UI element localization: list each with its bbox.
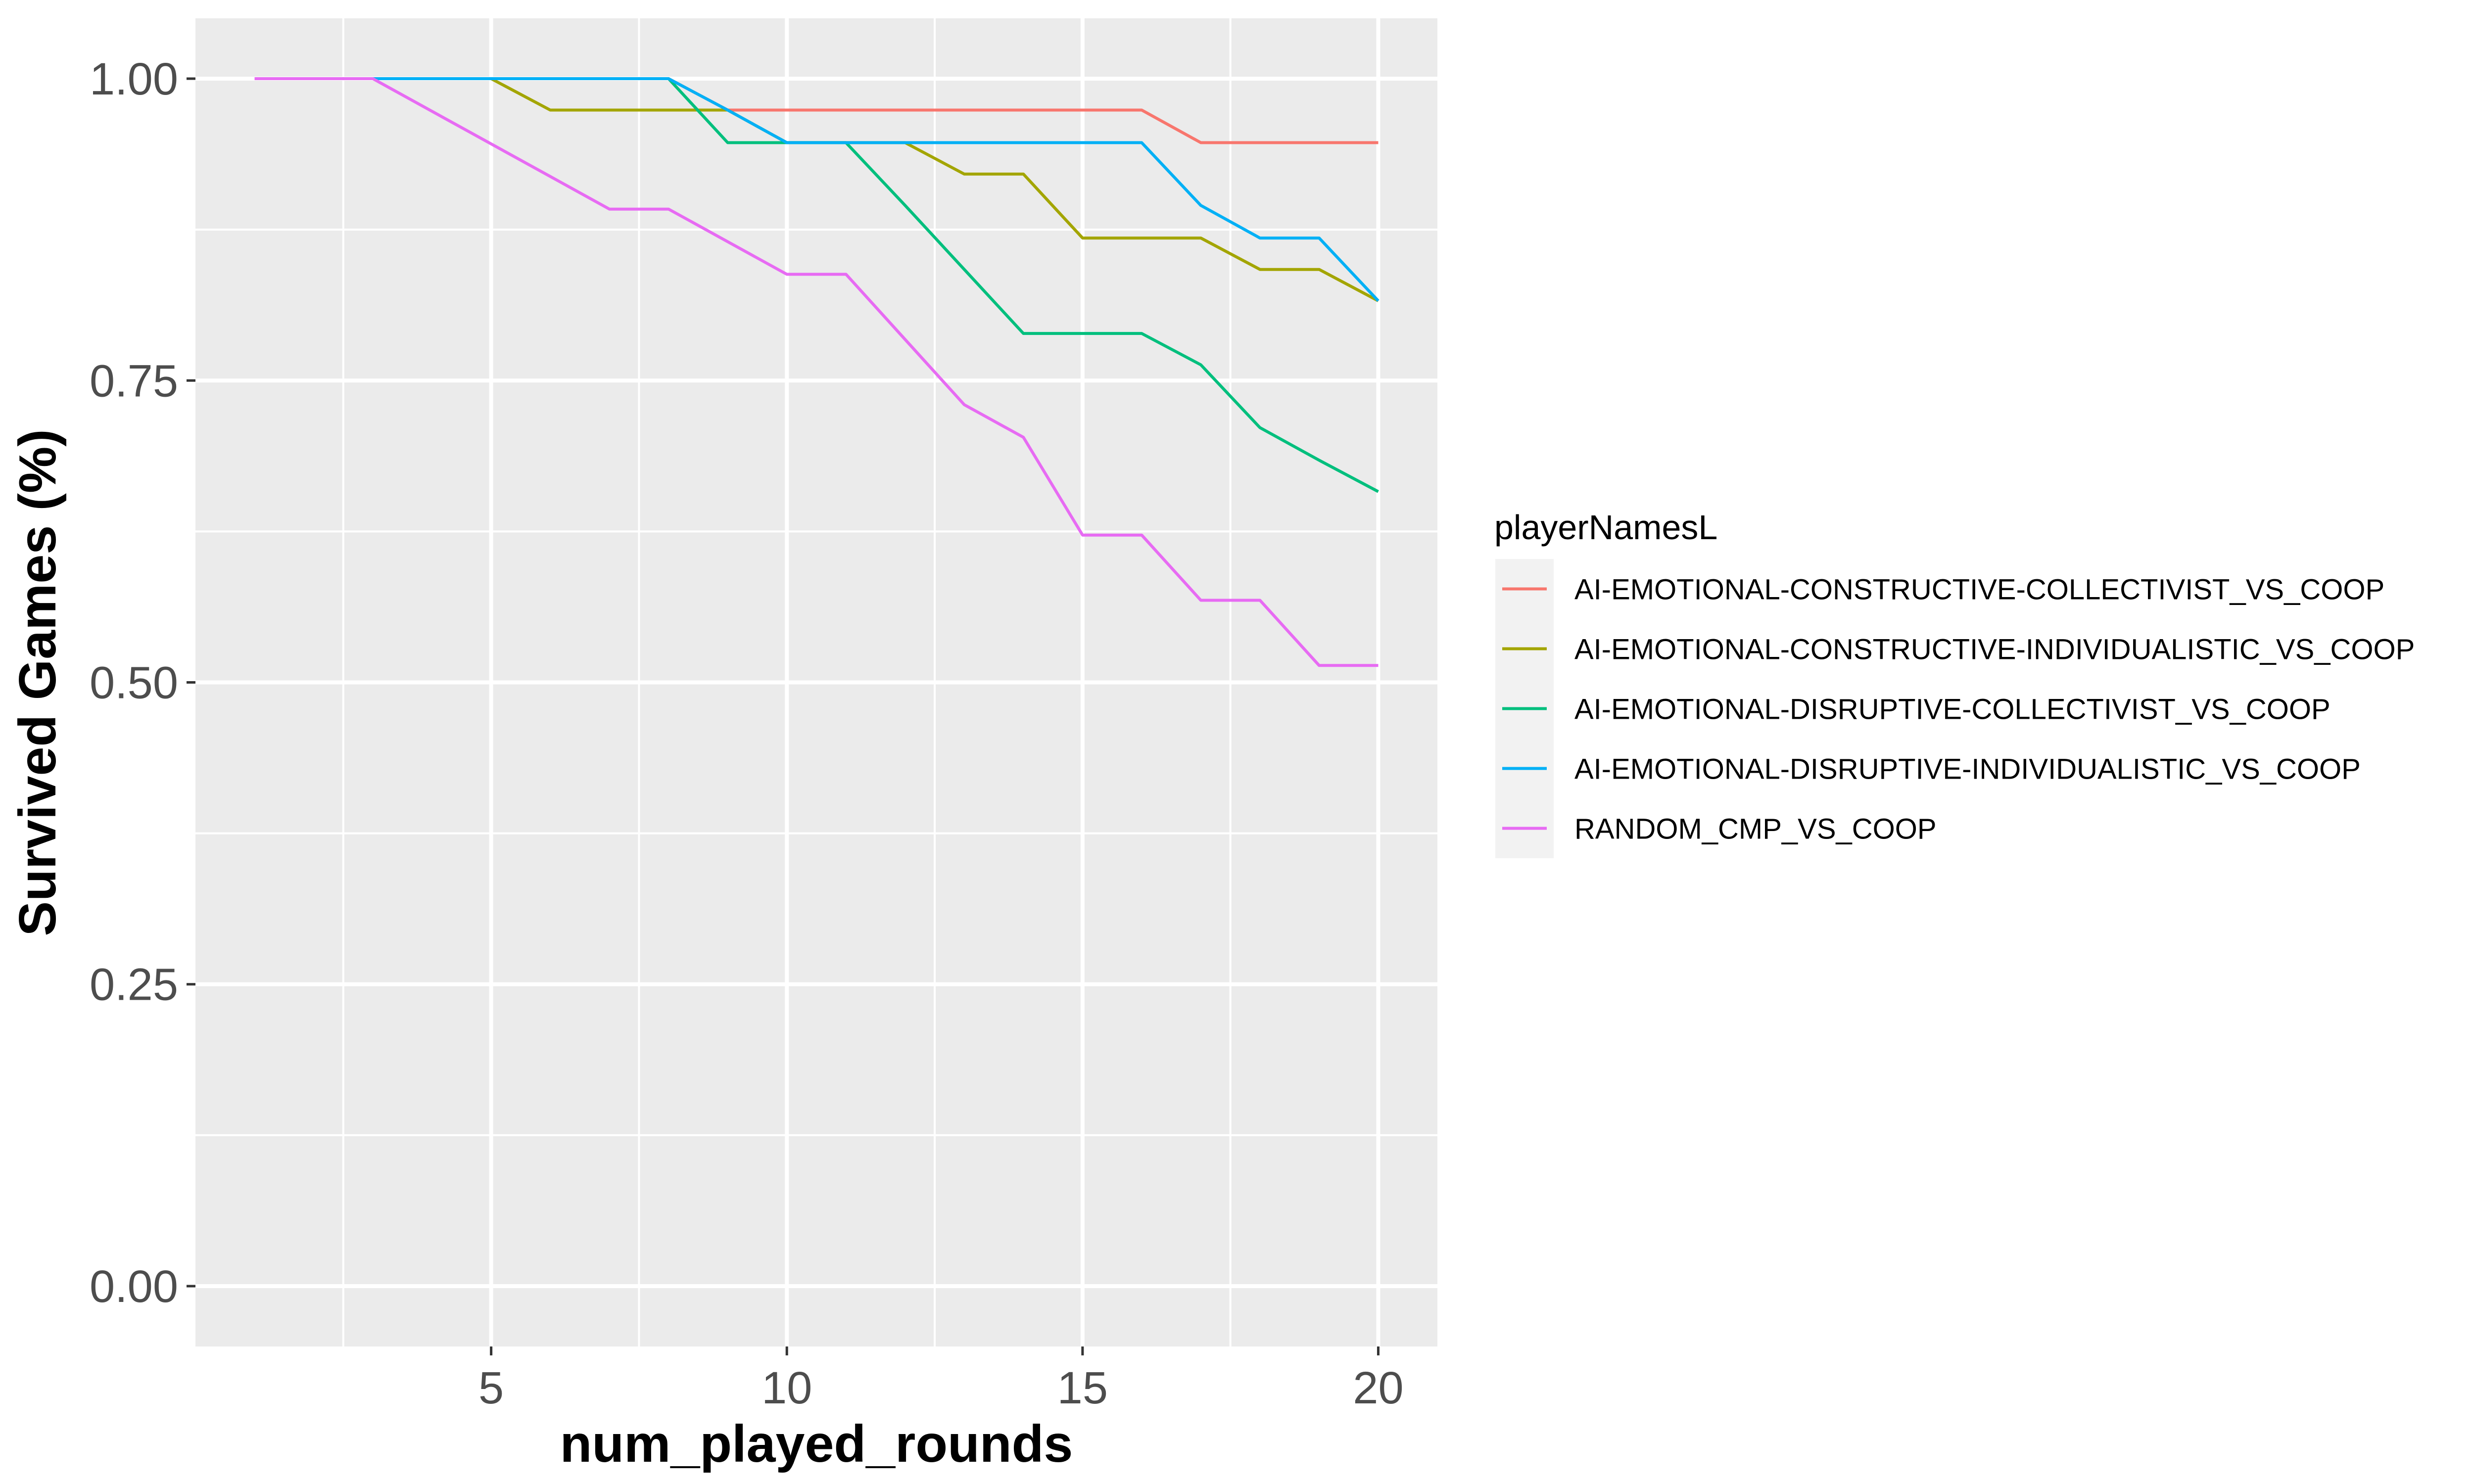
legend-label: RANDOM_CMP_VS_COOP: [1574, 813, 1937, 845]
legend-label: AI-EMOTIONAL-DISRUPTIVE-INDIVIDUALISTIC_…: [1574, 753, 2361, 786]
legend-label: AI-EMOTIONAL-CONSTRUCTIVE-COLLECTIVIST_V…: [1574, 574, 2384, 606]
y-tick-label: 0.25: [90, 960, 178, 1010]
grid-lines: [195, 18, 1437, 1346]
legend-label: AI-EMOTIONAL-CONSTRUCTIVE-INDIVIDUALISTI…: [1574, 634, 2415, 666]
y-tick-label: 0.75: [90, 356, 178, 406]
series-lines: [254, 77, 1380, 667]
x-tick-label: 10: [761, 1363, 812, 1413]
x-axis-title: num_played_rounds: [560, 1415, 1073, 1473]
legend: playerNamesL AI-EMOTIONAL-CONSTRUCTIVE-C…: [1494, 508, 2415, 858]
x-tick-label: 5: [478, 1363, 504, 1413]
x-axis-ticks: 5 10 15 20: [478, 1346, 1404, 1413]
series-line-4: [254, 77, 1380, 302]
y-axis-title: Survived Games (%): [8, 429, 67, 936]
y-axis-ticks: 0.00 0.25 0.50 0.75 1.00: [90, 54, 195, 1312]
legend-label: AI-EMOTIONAL-DISRUPTIVE-COLLECTIVIST_VS_…: [1574, 694, 2331, 726]
y-tick-label: 0.00: [90, 1261, 178, 1312]
x-tick-label: 15: [1057, 1363, 1108, 1413]
y-tick-label: 0.50: [90, 658, 178, 708]
y-tick-label: 1.00: [90, 54, 178, 104]
legend-title: playerNamesL: [1494, 508, 1717, 547]
series-line-5: [254, 77, 1379, 667]
x-tick-label: 20: [1353, 1363, 1403, 1413]
